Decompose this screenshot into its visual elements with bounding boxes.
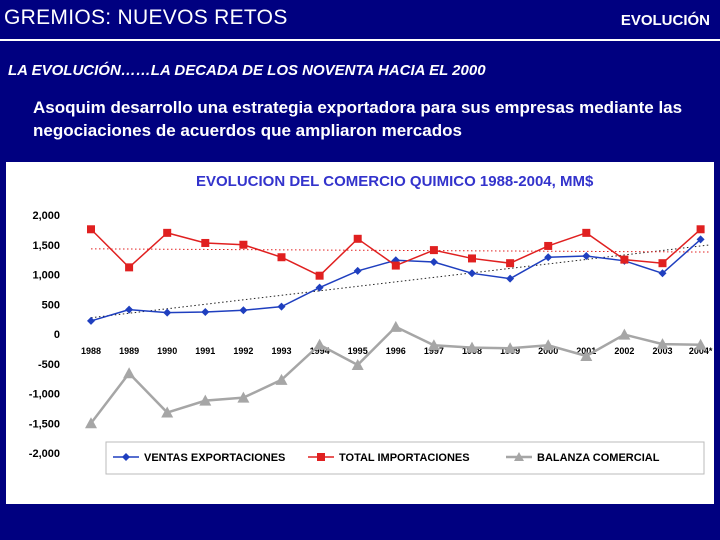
slide-subtitle: LA EVOLUCIÓN……LA DECADA DE LOS NOVENTA H… — [8, 62, 486, 79]
exports-data-point — [239, 306, 248, 315]
exports-data-point — [277, 302, 286, 311]
balance-legend-label: BALANZA COMERCIAL — [537, 452, 660, 464]
balance-data-point — [161, 406, 174, 418]
exports-data-point — [87, 316, 95, 325]
imports-data-point — [315, 271, 324, 280]
balance-data-point — [466, 341, 478, 353]
balance-data-point — [504, 342, 517, 354]
imports-data-point — [87, 225, 95, 234]
imports-data-point — [429, 246, 438, 255]
exports-data-point — [353, 266, 362, 275]
exports-data-point — [468, 269, 476, 278]
y-tick-label: 1,500 — [32, 240, 60, 252]
balance-data-point — [389, 320, 402, 332]
imports-data-point — [353, 234, 362, 243]
x-tick-label: 1988 — [81, 346, 101, 356]
imports-data-point — [391, 261, 400, 270]
balance-data-point — [656, 338, 669, 350]
x-tick-label: 1991 — [195, 346, 215, 356]
exports-data-point — [315, 283, 324, 292]
y-tick-label: 1,000 — [32, 270, 60, 282]
balance-data-point — [237, 391, 250, 403]
balance-data-point — [542, 339, 555, 351]
imports-data-point — [201, 238, 210, 247]
balance-data-point — [313, 338, 326, 350]
x-tick-label: 2004* — [689, 346, 713, 356]
trade-evolution-chart: EVOLUCION DEL COMERCIO QUIMICO 1988-2004… — [29, 173, 713, 475]
legend-box — [105, 441, 705, 475]
chart-panel: EVOLUCION DEL COMERCIO QUIMICO 1988-2004… — [6, 162, 714, 504]
exports-data-point — [582, 252, 591, 261]
x-tick-label: 1992 — [233, 346, 253, 356]
exports-data-point — [163, 308, 172, 317]
imports-data-point — [696, 225, 705, 234]
imports-data-point — [239, 240, 248, 249]
imports-data-point — [658, 259, 667, 268]
y-tick-label: -1,500 — [29, 418, 60, 430]
balance-data-point — [275, 373, 288, 385]
x-tick-label: 1994 — [310, 346, 330, 356]
x-tick-label: 2000 — [538, 346, 558, 356]
balance-data-point — [694, 338, 707, 350]
balance-data-point — [427, 339, 440, 351]
x-tick-label: 1993 — [271, 346, 291, 356]
balance-data-point — [85, 417, 97, 429]
exports-data-point — [201, 307, 210, 316]
x-tick-label: 1989 — [119, 346, 139, 356]
y-tick-label: -500 — [38, 359, 60, 371]
balance-data-point — [123, 367, 136, 379]
balance-data-point — [580, 350, 593, 362]
imports-data-point — [506, 259, 515, 268]
section-label: EVOLUCIÓN — [620, 12, 710, 29]
exports-series-line — [90, 238, 702, 322]
exports-legend-label: VENTAS EXPORTACIONES — [144, 452, 285, 464]
imports-data-point — [582, 228, 591, 237]
header-divider — [0, 39, 720, 41]
x-tick-label: 1997 — [424, 346, 444, 356]
x-tick-label: 1990 — [157, 346, 177, 356]
x-tick-label: 2003 — [652, 346, 672, 356]
y-tick-label: 500 — [42, 299, 60, 311]
x-tick-label: 1996 — [386, 346, 406, 356]
x-tick-label: 2002 — [614, 346, 634, 356]
page-title: GREMIOS: NUEVOS RETOS — [4, 6, 288, 29]
imports-data-point — [544, 241, 553, 250]
exports-data-point — [125, 305, 134, 314]
exports-data-point — [696, 235, 705, 244]
imports-trend-line — [90, 248, 711, 253]
balance-data-point — [618, 328, 631, 340]
chart-title: EVOLUCION DEL COMERCIO QUIMICO 1988-2004… — [196, 173, 594, 190]
exports-data-point — [429, 258, 438, 267]
exports-legend-marker — [122, 453, 130, 461]
imports-legend-label: TOTAL IMPORTACIONES — [339, 452, 470, 464]
imports-data-point — [277, 253, 286, 262]
balance-legend-marker — [514, 452, 524, 461]
balance-data-point — [199, 394, 212, 406]
exports-data-point — [544, 253, 553, 262]
imports-data-point — [620, 255, 629, 264]
x-tick-label: 1995 — [348, 346, 368, 356]
y-tick-label: -2,000 — [29, 448, 60, 460]
exports-data-point — [506, 274, 515, 283]
y-tick-label: 0 — [54, 329, 60, 341]
y-tick-label: -1,000 — [29, 389, 60, 401]
slide-description: Asoquim desarrollo una estrategia export… — [33, 98, 683, 140]
exports-data-point — [658, 269, 667, 278]
imports-data-point — [468, 254, 476, 263]
imports-data-point — [163, 228, 172, 237]
balance-series-line — [90, 325, 701, 425]
balance-data-point — [351, 358, 364, 370]
y-tick-label: 2,000 — [32, 210, 60, 222]
imports-legend-marker — [317, 453, 325, 461]
imports-data-point — [125, 263, 134, 272]
